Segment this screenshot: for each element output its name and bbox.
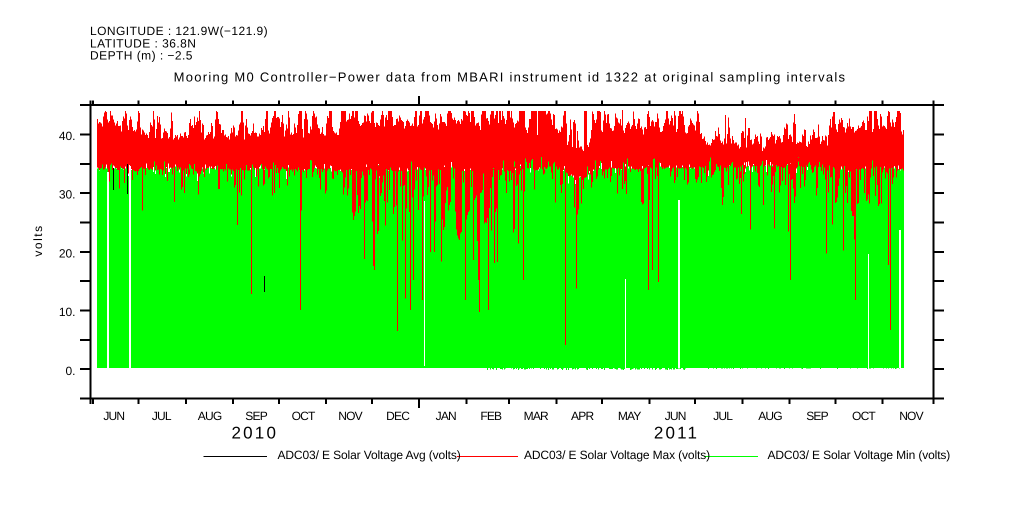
svg-text:OCT: OCT	[292, 409, 316, 423]
svg-text:MAR: MAR	[524, 409, 549, 423]
svg-text:JUL: JUL	[152, 409, 172, 423]
svg-text:JAN: JAN	[436, 409, 456, 423]
svg-text:MAY: MAY	[618, 409, 642, 423]
svg-text:ADC03/ E Solar Voltage Max (vo: ADC03/ E Solar Voltage Max (volts)	[524, 448, 710, 462]
svg-text:ADC03/ E Solar Voltage Avg (vo: ADC03/ E Solar Voltage Avg (volts)	[278, 448, 461, 462]
svg-text:OCT: OCT	[852, 409, 876, 423]
svg-text:APR: APR	[571, 409, 594, 423]
svg-text:0.: 0.	[65, 364, 75, 378]
svg-text:JUN: JUN	[665, 409, 686, 423]
svg-text:NOV: NOV	[899, 409, 923, 423]
svg-text:LATITUDE : 36.8N: LATITUDE : 36.8N	[90, 36, 196, 50]
svg-text:SEP: SEP	[806, 409, 828, 423]
svg-text:SEP: SEP	[245, 409, 267, 423]
svg-text:DEPTH (m) : −2.5: DEPTH (m) : −2.5	[90, 49, 193, 63]
svg-text:2011: 2011	[654, 424, 699, 443]
svg-text:JUL: JUL	[713, 409, 733, 423]
svg-text:2010: 2010	[231, 424, 278, 443]
svg-text:30.: 30.	[59, 188, 76, 202]
svg-text:ADC03/ E Solar Voltage Min (vo: ADC03/ E Solar Voltage Min (volts)	[768, 448, 951, 462]
svg-text:AUG: AUG	[758, 409, 782, 423]
svg-text:40.: 40.	[59, 129, 76, 143]
svg-text:DEC: DEC	[386, 409, 410, 423]
svg-text:LONGITUDE : 121.9W(−121.9): LONGITUDE : 121.9W(−121.9)	[90, 24, 268, 38]
svg-text:JUN: JUN	[103, 409, 124, 423]
svg-text:20.: 20.	[59, 246, 76, 260]
svg-text:Mooring M0 Controller−Power da: Mooring M0 Controller−Power data from MB…	[174, 70, 847, 85]
svg-text:NOV: NOV	[338, 409, 362, 423]
svg-text:volts: volts	[31, 224, 45, 256]
svg-text:FEB: FEB	[480, 409, 502, 423]
svg-text:10.: 10.	[59, 305, 76, 319]
svg-text:AUG: AUG	[198, 409, 222, 423]
